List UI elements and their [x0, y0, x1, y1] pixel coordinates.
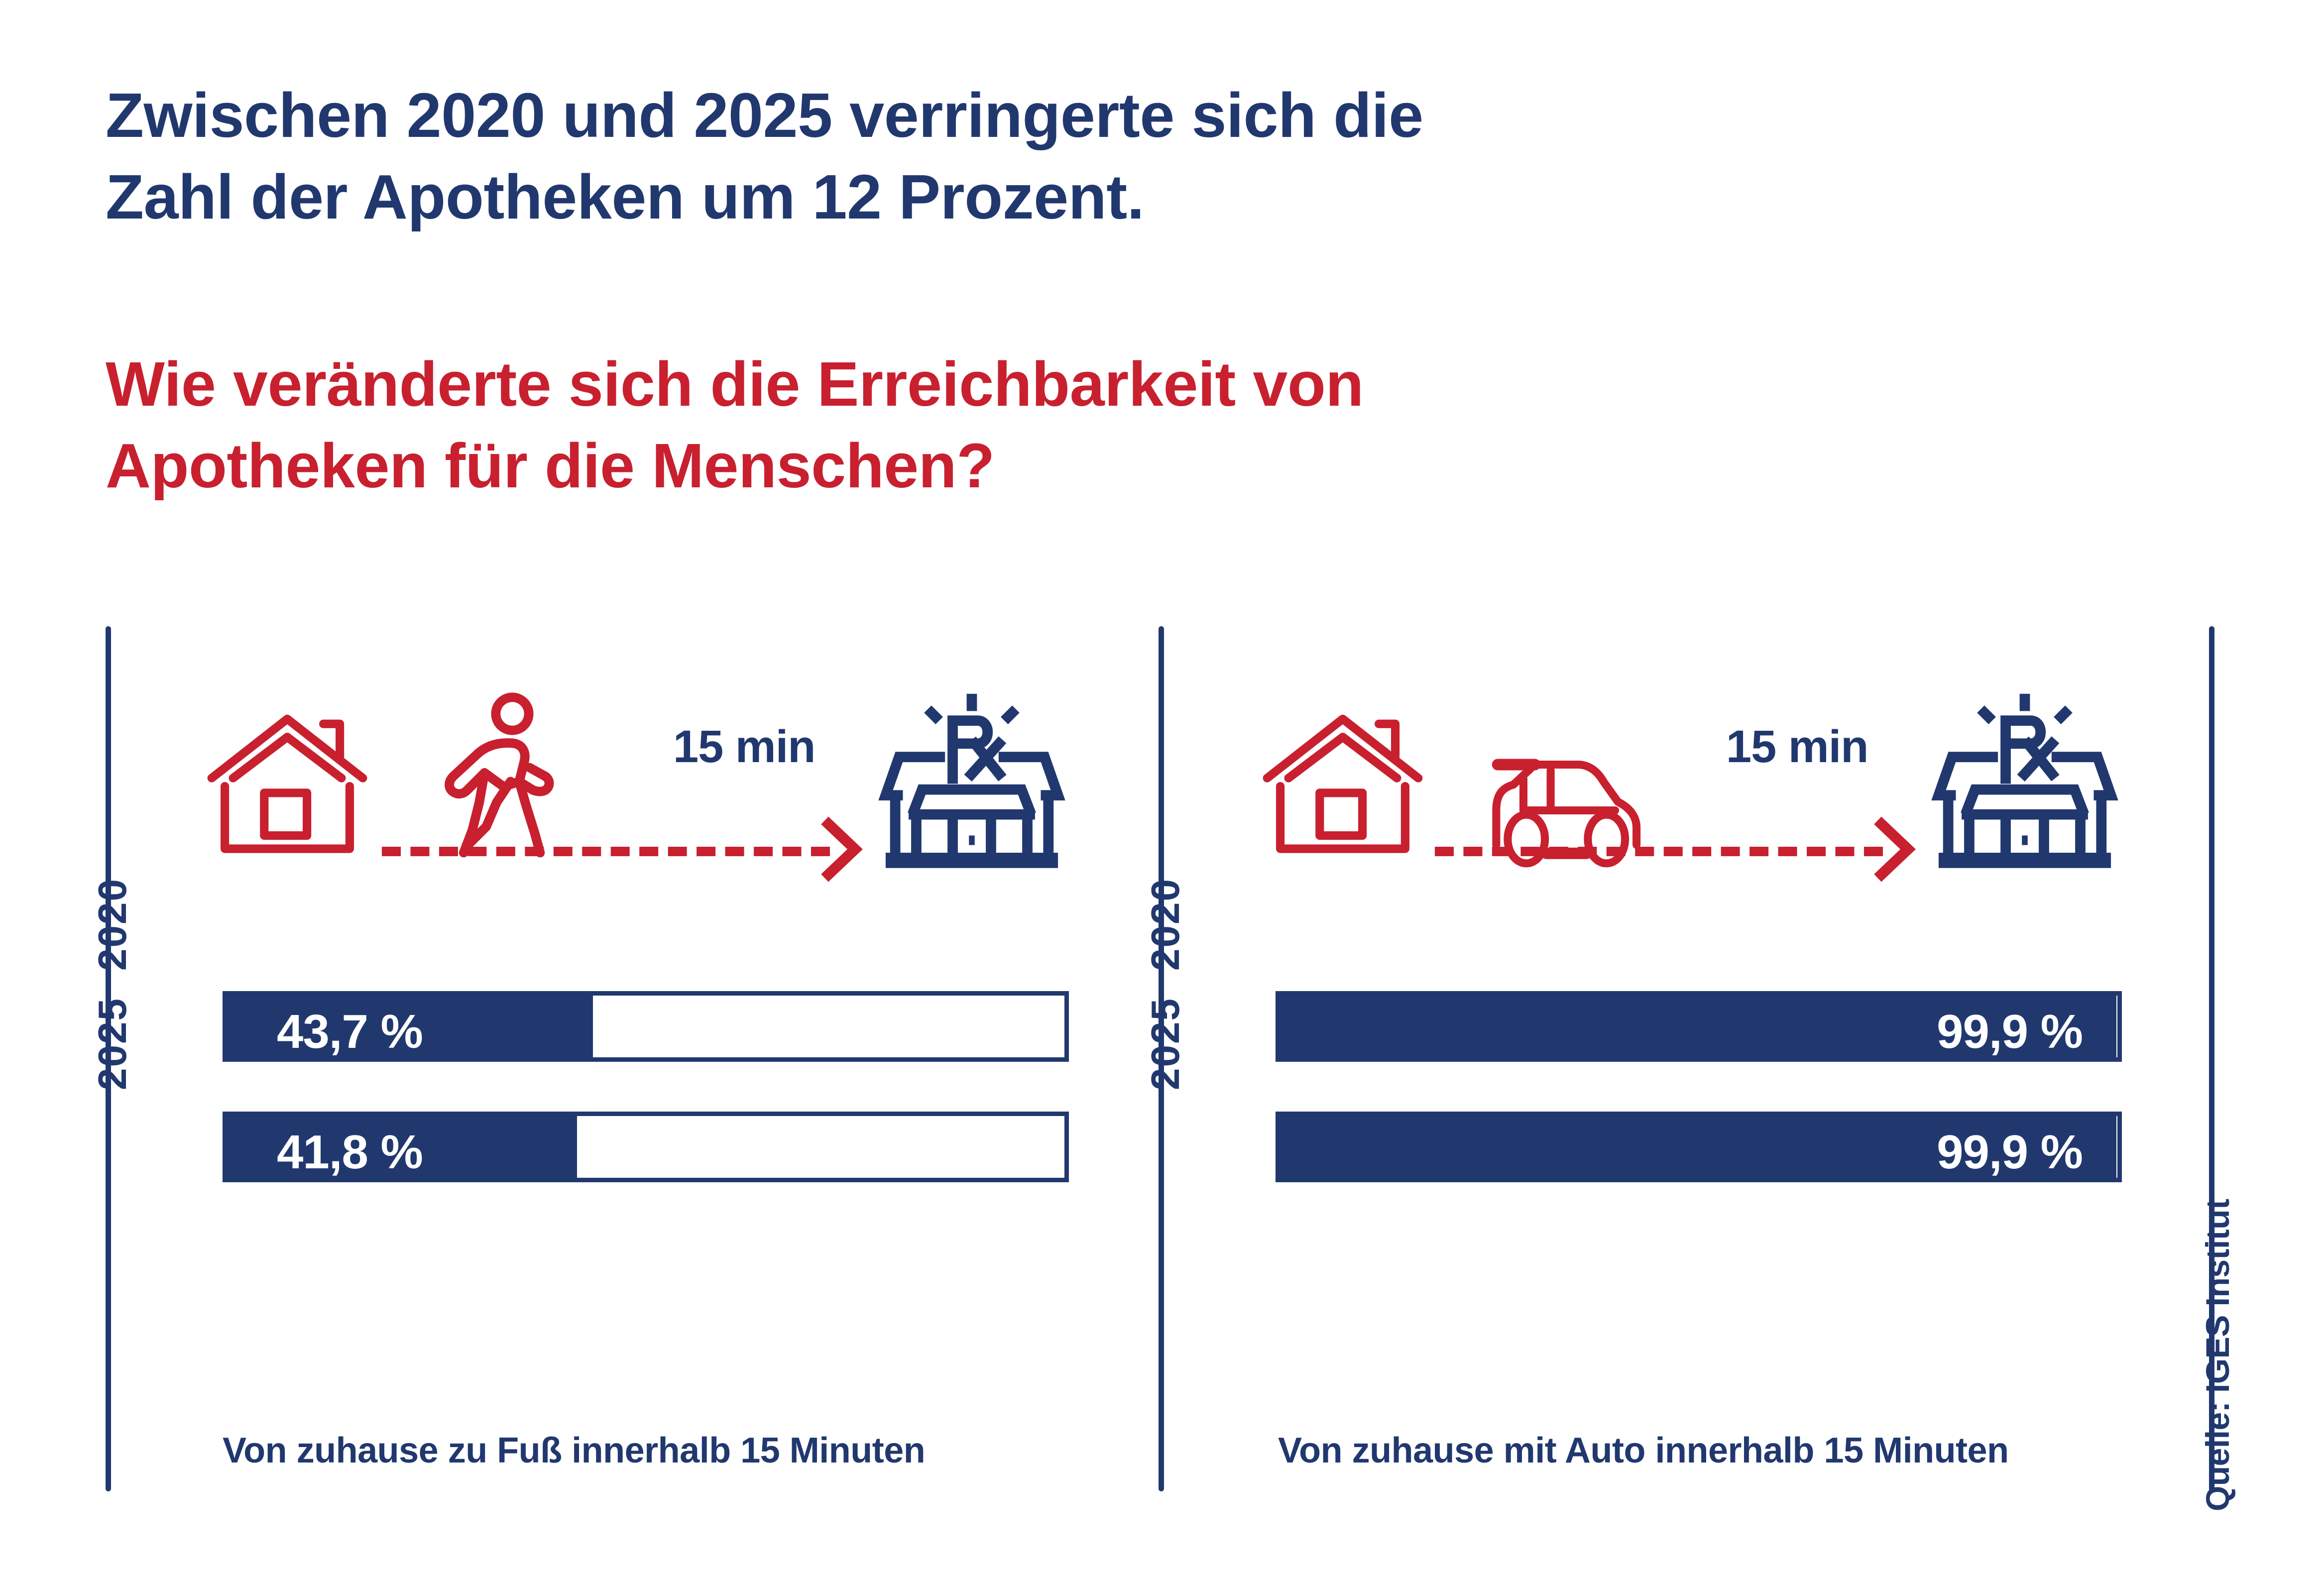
journey-illustration-walking: 15 min — [106, 656, 1159, 882]
divider-middle — [1159, 626, 1164, 1491]
bar-fill — [1280, 1116, 2117, 1178]
bar-year-label: 2020 — [1143, 878, 1187, 971]
panel-walking: 15 min — [90, 626, 1159, 1502]
bar-fill — [227, 1116, 578, 1178]
bar-value-label: 41,8 % — [277, 1126, 423, 1179]
page-title: Zwischen 2020 und 2025 verringerte sich … — [106, 80, 1423, 232]
bar-fill — [1280, 996, 2117, 1057]
travel-time-label-car: 15 min — [1726, 721, 1868, 772]
bar-value-label: 99,9 % — [1937, 1005, 2083, 1058]
bar-value-label: 99,9 % — [1937, 1126, 2083, 1179]
bar-track: 41,8 % — [223, 1112, 1069, 1182]
panel-car: 15 min — [1143, 626, 2209, 1502]
route-arrow-car — [1865, 814, 1920, 887]
page-subtitle: Wie veränderte sich die Erreichbarkeit v… — [106, 349, 1364, 501]
divider-right — [2209, 626, 2214, 1491]
source-credit: Quelle: IGES Institut — [2199, 1199, 2236, 1511]
route-arrow-walking — [813, 814, 867, 887]
panel-caption-car: Von zuhause mit Auto innerhalb 15 Minute… — [1278, 1431, 2009, 1470]
bar-track: 99,9 % — [1276, 991, 2122, 1062]
route-dashed-line-walking — [382, 847, 830, 856]
pharmacy-rx-icon — [872, 678, 1071, 880]
divider-left — [106, 626, 111, 1491]
bar-track: 43,7 % — [223, 991, 1069, 1062]
route-dashed-line-car — [1435, 847, 1883, 856]
walking-person-icon — [434, 691, 583, 868]
journey-illustration-car: 15 min — [1159, 656, 2209, 882]
car-icon — [1482, 753, 1656, 870]
bar-track: 99,9 % — [1276, 1112, 2122, 1182]
bar-year-label: 2025 — [90, 998, 134, 1090]
house-icon — [1261, 701, 1425, 868]
bar-year-label: 2025 — [1143, 998, 1187, 1090]
bar-value-label: 43,7 % — [277, 1005, 423, 1058]
house-icon — [205, 701, 369, 868]
travel-time-label-walking: 15 min — [673, 721, 815, 772]
pharmacy-rx-icon — [1925, 678, 2124, 880]
bar-year-label: 2020 — [90, 878, 134, 971]
bar-fill — [227, 996, 593, 1057]
panel-caption-walking: Von zuhause zu Fuß innerhalb 15 Minuten — [223, 1431, 926, 1470]
